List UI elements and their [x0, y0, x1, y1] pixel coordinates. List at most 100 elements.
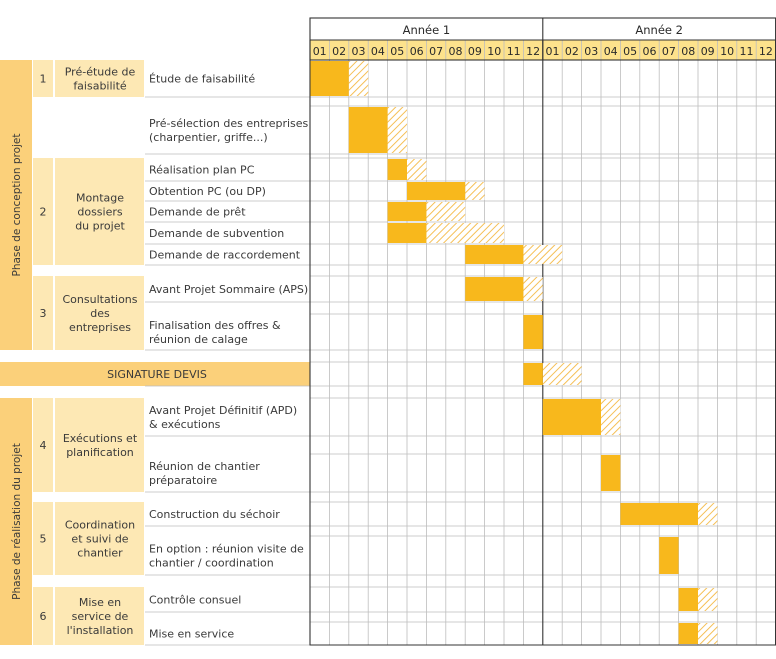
task-label: Mise en service [149, 628, 234, 641]
group-title: service de [72, 610, 129, 623]
month-label: 07 [662, 45, 676, 58]
group-band [33, 276, 144, 350]
group-title: planification [66, 446, 134, 459]
year-label-2: Année 2 [635, 23, 683, 37]
margin-bar [426, 223, 504, 243]
task-label: (charpentier, griffe...) [149, 131, 268, 144]
task-label: Contrôle consuel [149, 594, 241, 607]
margin-bar [387, 107, 407, 153]
task-label: Finalisation des offres & [149, 319, 281, 332]
task-bar [387, 202, 427, 221]
task-bar [601, 455, 621, 491]
phase-band [0, 398, 32, 645]
task-label: chantier / coordination [149, 557, 274, 570]
group-title: du projet [75, 220, 125, 233]
month-label: 08 [681, 45, 695, 58]
group-number: 6 [40, 610, 47, 623]
group-title: entreprises [69, 321, 131, 334]
task-label: Pré-sélection des entreprises [149, 117, 309, 130]
month-label: 03 [352, 45, 366, 58]
task-label: & exécutions [149, 418, 221, 431]
group-band [33, 587, 144, 645]
task-bar [310, 61, 349, 96]
group-title: et suivi de [71, 533, 128, 546]
task-bar [387, 159, 407, 180]
month-label: 05 [390, 45, 404, 58]
month-label: 06 [410, 45, 424, 58]
task-bar [348, 107, 388, 153]
task-label: réunion de calage [149, 333, 248, 346]
margin-bar [426, 202, 466, 221]
task-bar [465, 277, 524, 301]
month-label: 01 [313, 45, 327, 58]
task-label: Avant Projet Sommaire (APS) [149, 283, 308, 296]
task-label: Avant Projet Définitif (APD) [149, 404, 297, 417]
milestone-label: SIGNATURE DEVIS [107, 368, 207, 381]
group-number: 3 [40, 307, 47, 320]
margin-bar [465, 182, 485, 200]
group-number: 4 [40, 439, 47, 452]
group-title: faisabilité [73, 80, 127, 93]
month-label: 06 [643, 45, 657, 58]
group-band [33, 502, 144, 575]
group-band [33, 97, 144, 154]
month-label: 09 [701, 45, 715, 58]
group-number: 2 [40, 206, 47, 219]
group-title: Exécutions et [63, 432, 138, 445]
phase-label: Phase de conception projet [11, 133, 23, 276]
group-band [33, 60, 144, 97]
group-title: Montage [76, 192, 124, 205]
group-number: 1 [40, 73, 47, 86]
task-bar [523, 363, 543, 385]
task-label: Demande de raccordement [149, 249, 301, 262]
task-bar [620, 503, 698, 525]
group-title: des [90, 307, 110, 320]
month-label: 03 [584, 45, 598, 58]
task-label: Demande de subvention [149, 227, 284, 240]
margin-bar [523, 277, 543, 301]
group-title: l'installation [67, 624, 134, 637]
group-title: chantier [77, 547, 123, 560]
month-label: 05 [623, 45, 637, 58]
task-label: Réalisation plan PC [149, 164, 255, 177]
group-title: Pré-étude de [65, 66, 136, 79]
group-title: Mise en [79, 596, 121, 609]
milestone-band [0, 362, 310, 386]
phase-band [0, 60, 32, 350]
task-label: Construction du séchoir [149, 508, 280, 521]
group-number: 5 [40, 533, 47, 546]
margin-bar [698, 588, 718, 611]
group-title: Consultations [63, 293, 138, 306]
margin-bar [542, 363, 582, 385]
margin-bar [407, 159, 427, 180]
month-label: 04 [604, 45, 618, 58]
task-label: préparatoire [149, 474, 217, 487]
month-label: 11 [507, 45, 521, 58]
group-title: Coordination [65, 519, 135, 532]
task-bar [678, 588, 698, 611]
task-label: Étude de faisabilité [149, 73, 255, 86]
group-band [33, 158, 144, 265]
task-bar [523, 315, 543, 349]
month-label: 02 [565, 45, 579, 58]
margin-bar [698, 623, 718, 644]
task-bar [542, 399, 601, 435]
task-bar [387, 223, 427, 243]
year-label-1: Année 1 [403, 23, 451, 37]
month-label: 10 [487, 45, 501, 58]
task-label: En option : réunion visite de [149, 543, 304, 556]
task-label: Obtention PC (ou DP) [149, 185, 266, 198]
task-label: Demande de prêt [149, 206, 246, 219]
task-bar [659, 537, 679, 574]
month-label: 02 [332, 45, 346, 58]
margin-bar [601, 399, 621, 435]
group-separator [53, 60, 55, 645]
task-label: Réunion de chantier [149, 460, 260, 473]
task-bar [465, 245, 524, 264]
month-label: 11 [740, 45, 754, 58]
month-label: 10 [720, 45, 734, 58]
margin-bar [348, 61, 369, 96]
margin-bar [523, 245, 563, 264]
group-title: dossiers [77, 206, 123, 219]
month-label: 01 [546, 45, 560, 58]
